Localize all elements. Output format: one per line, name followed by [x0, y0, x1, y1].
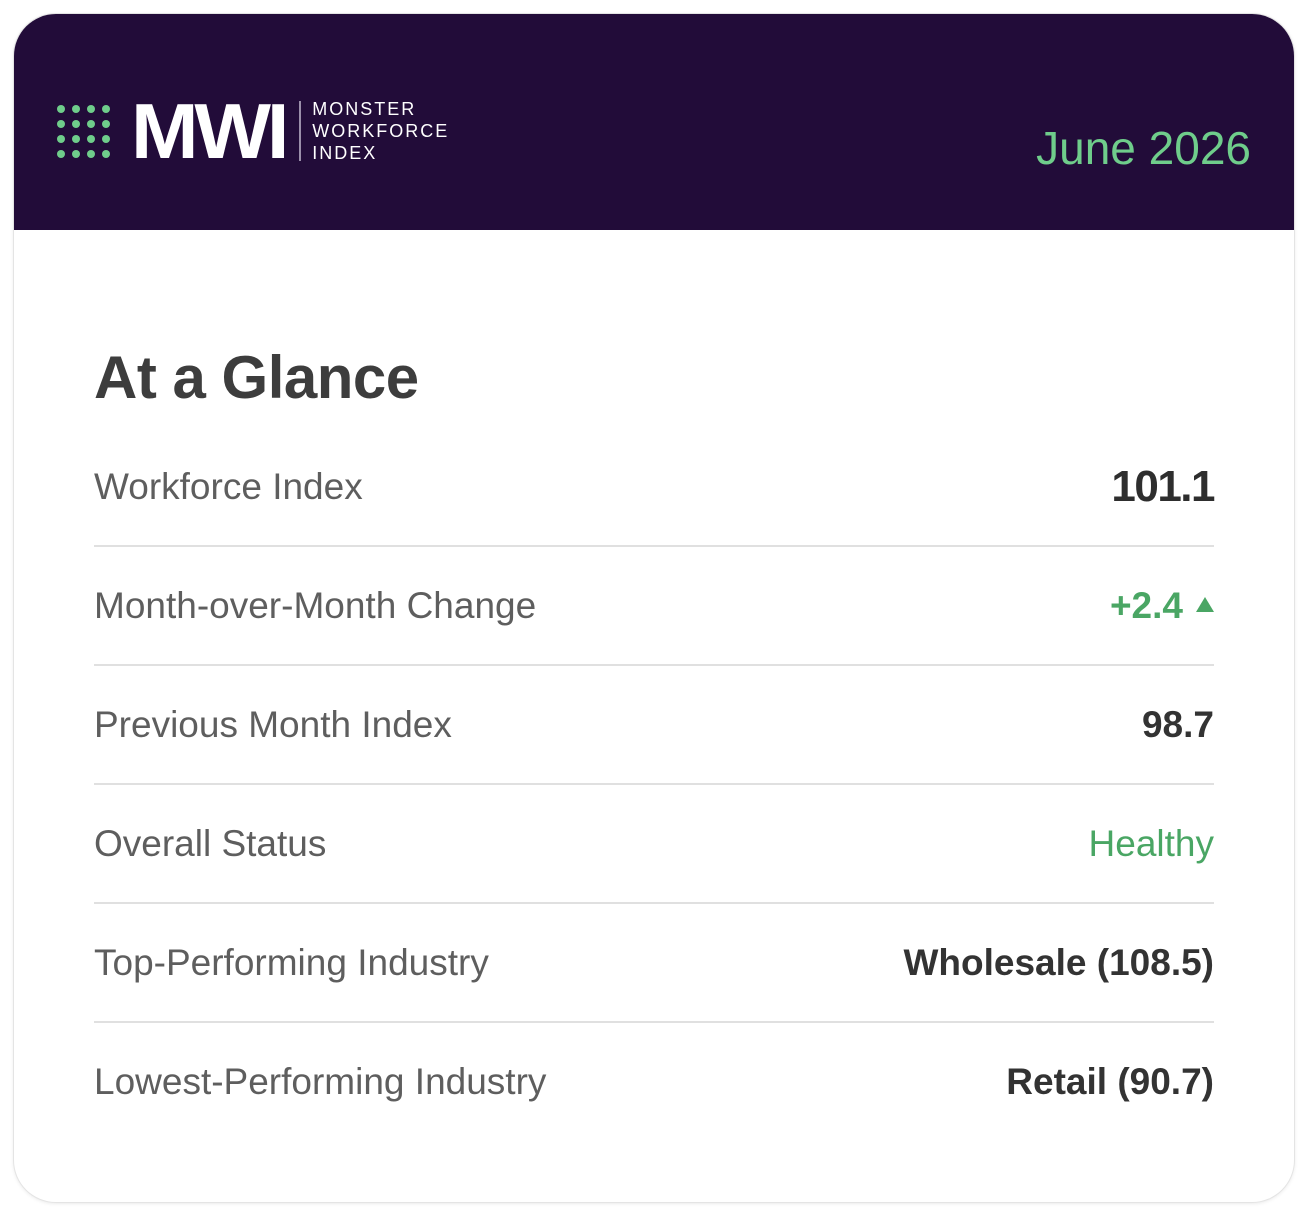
logo-wordmark: MWI — [131, 87, 289, 175]
logo-line-3: INDEX — [312, 143, 378, 163]
metric-row-lowest-industry: Lowest-Performing Industry Retail (90.7) — [94, 1023, 1214, 1140]
metric-label: Previous Month Index — [94, 704, 452, 745]
metric-label: Top-Performing Industry — [94, 942, 489, 983]
metric-label: Overall Status — [94, 823, 327, 864]
metric-value: +2.4 — [1109, 585, 1183, 626]
metric-label: Month-over-Month Change — [94, 585, 537, 626]
logo-line-2: WORKFORCE — [312, 121, 450, 141]
metric-row-workforce-index: Workforce Index 101.1 — [94, 428, 1215, 547]
status-value: Healthy — [1088, 823, 1214, 864]
section-title: At a Glance — [94, 344, 419, 411]
metric-value: Retail (90.7) — [1006, 1061, 1214, 1102]
metric-label: Workforce Index — [94, 466, 363, 507]
dot-grid-icon — [53, 101, 113, 161]
logo-line-1: MONSTER — [312, 99, 417, 119]
card-header: MWI MONSTER WORKFORCE INDEX June 2026 — [14, 14, 1294, 230]
metric-row-previous-month: Previous Month Index 98.7 — [94, 666, 1214, 785]
metric-row-top-industry: Top-Performing Industry Wholesale (108.5… — [94, 904, 1214, 1023]
metric-value: 98.7 — [1141, 704, 1214, 745]
metrics-list: Workforce Index 101.1 Month-over-Month C… — [94, 428, 1215, 1140]
metric-value: Wholesale (108.5) — [903, 942, 1214, 983]
metric-label: Lowest-Performing Industry — [94, 1061, 547, 1102]
metric-value-container: +2.4 — [1110, 547, 1214, 664]
mwi-logo: MWI MONSTER WORKFORCE INDEX — [53, 87, 449, 175]
metric-row-overall-status: Overall Status Healthy — [94, 785, 1214, 904]
metric-value: 101.1 — [1111, 462, 1215, 511]
triangle-up-icon — [1196, 597, 1214, 612]
at-a-glance-card: MWI MONSTER WORKFORCE INDEX June 2026 At… — [14, 14, 1294, 1202]
logo-divider — [299, 101, 302, 161]
report-date: June 2026 — [1036, 122, 1251, 174]
metric-row-mom-change: Month-over-Month Change +2.4 — [94, 547, 1214, 666]
logo-subtitle: MONSTER WORKFORCE INDEX — [312, 98, 449, 164]
